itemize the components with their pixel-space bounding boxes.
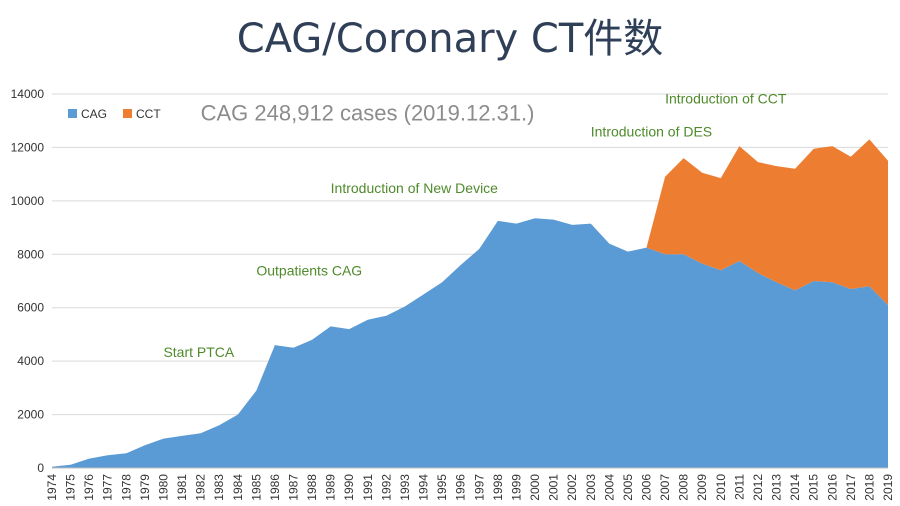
- x-tick-label: 2016: [825, 474, 839, 501]
- x-tick-label: 1986: [268, 474, 282, 501]
- x-tick-label: 1983: [212, 474, 226, 501]
- annotation-4: Outpatients CAG: [256, 263, 362, 279]
- x-tick-label: 1996: [454, 474, 468, 501]
- annotation-0: CAG 248,912 cases (2019.12.31.): [201, 101, 535, 126]
- x-tick-label: 2014: [788, 474, 802, 501]
- x-tick-label: 1974: [45, 474, 59, 501]
- x-tick-label: 2010: [714, 474, 728, 501]
- x-tick-label: 1984: [231, 474, 245, 501]
- legend-swatch-cct: [123, 109, 132, 118]
- x-tick-label: 2011: [732, 474, 746, 500]
- x-tick-label: 2012: [751, 474, 765, 501]
- x-tick-label: 1988: [305, 474, 319, 501]
- x-tick-label: 2007: [658, 474, 672, 501]
- annotation-5: Start PTCA: [163, 344, 234, 360]
- y-tick-label: 10000: [11, 194, 45, 208]
- legend-label-cag: CAG: [81, 107, 107, 121]
- x-tick-label: 1998: [491, 474, 505, 501]
- page-title: CAG/Coronary CT件数: [236, 16, 664, 62]
- x-tick-label: 1980: [156, 474, 170, 501]
- annotation-1: Introduction of CCT: [665, 90, 787, 106]
- x-tick-label: 1993: [398, 474, 412, 501]
- y-tick-label: 8000: [17, 247, 44, 261]
- x-tick-label: 1982: [194, 474, 208, 501]
- x-tick-label: 2015: [807, 474, 821, 501]
- x-tick-label: 1990: [342, 474, 356, 501]
- x-tick-label: 2009: [695, 474, 709, 501]
- series-area-cag: [52, 218, 888, 468]
- annotation-3: Introduction of New Device: [331, 180, 499, 196]
- x-tick-label: 2001: [547, 474, 561, 501]
- x-tick-label: 1979: [138, 474, 152, 501]
- x-tick-label: 1981: [175, 474, 189, 501]
- x-tick-label: 2000: [528, 474, 542, 501]
- x-tick-label: 2013: [770, 474, 784, 501]
- x-tick-label: 1975: [64, 474, 78, 501]
- x-tick-label: 2003: [584, 474, 598, 501]
- x-tick-label: 2006: [639, 474, 653, 501]
- x-tick-label: 2008: [677, 474, 691, 501]
- x-tick-label: 2019: [881, 474, 895, 501]
- x-tick-label: 2005: [621, 474, 635, 501]
- x-tick-label: 1991: [361, 474, 375, 501]
- x-tick-label: 1985: [249, 474, 263, 501]
- y-tick-label: 6000: [17, 301, 44, 315]
- x-tick-label: 1994: [417, 474, 431, 501]
- x-tick-label: 1995: [435, 474, 449, 501]
- y-tick-label: 14000: [11, 87, 45, 101]
- legend-label-cct: CCT: [136, 107, 161, 121]
- x-tick-label: 1992: [379, 474, 393, 501]
- y-tick-label: 2000: [17, 408, 44, 422]
- x-tick-label: 1997: [472, 474, 486, 501]
- series-area-cct: [646, 139, 888, 305]
- x-tick-label: 1989: [324, 474, 338, 501]
- y-tick-label: 12000: [11, 140, 45, 154]
- annotation-2: Introduction of DES: [591, 124, 712, 140]
- legend-swatch-cag: [68, 109, 77, 118]
- x-tick-label: 1987: [287, 474, 301, 501]
- x-tick-label: 2004: [602, 474, 616, 501]
- x-tick-label: 1978: [119, 474, 133, 501]
- x-tick-label: 2002: [565, 474, 579, 501]
- x-tick-label: 1976: [82, 474, 96, 501]
- x-tick-label: 1977: [101, 474, 115, 501]
- x-tick-label: 2018: [862, 474, 876, 501]
- y-tick-label: 4000: [17, 354, 44, 368]
- y-tick-label: 0: [37, 461, 44, 475]
- x-tick-label: 2017: [844, 474, 858, 501]
- x-tick-label: 1999: [509, 474, 523, 501]
